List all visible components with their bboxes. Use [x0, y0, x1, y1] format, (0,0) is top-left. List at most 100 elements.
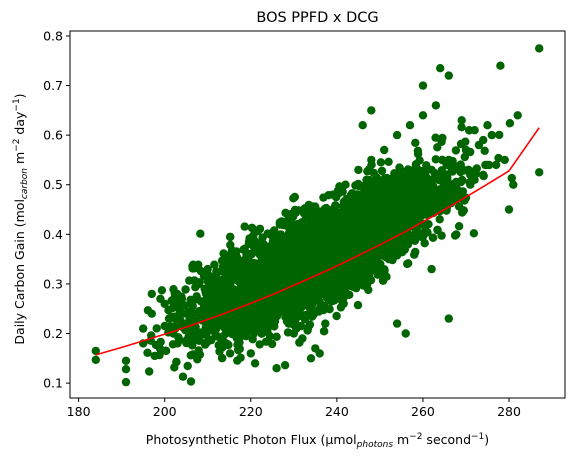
scatter-point [384, 157, 393, 166]
scatter-point [420, 239, 429, 248]
scatter-point [272, 254, 281, 264]
scatter-point [238, 274, 247, 284]
scatter-point [255, 250, 264, 259]
scatter-point [242, 250, 251, 259]
scatter-point [353, 300, 363, 310]
scatter-point [423, 180, 432, 189]
scatter-point [307, 300, 317, 309]
scatter-point [229, 294, 238, 303]
scatter-point [433, 143, 442, 152]
scatter-point [353, 230, 363, 239]
scatter-point [376, 158, 386, 167]
scatter-point [368, 224, 378, 234]
scatter-point [152, 324, 161, 333]
scatter-point [436, 63, 445, 73]
scatter-point [321, 203, 331, 213]
scatter-point [358, 205, 367, 214]
scatter-point [340, 281, 350, 291]
scatter-point [438, 133, 447, 143]
scatter-point [320, 272, 329, 281]
scatter-point [227, 249, 236, 258]
scatter-point [236, 353, 245, 362]
scatter-point [302, 205, 311, 214]
scatter-point [411, 138, 420, 147]
scatter-point [410, 175, 419, 184]
scatter-point [444, 155, 453, 165]
scatter-point [341, 180, 350, 189]
plot-area [91, 44, 544, 387]
scatter-point [246, 279, 255, 289]
scatter-point [250, 359, 260, 368]
x-tick-label: 280 [497, 404, 521, 419]
scatter-point [157, 286, 167, 295]
scatter-point [220, 295, 229, 304]
scatter-point [480, 146, 489, 155]
scatter-point [460, 152, 469, 162]
scatter-point [433, 225, 442, 235]
scatter-point [379, 205, 388, 214]
scatter-point [255, 299, 264, 308]
axes: 180 200 220 240 260 2800.10.20.30.40.50.60.70… [43, 28, 521, 419]
scatter-point [461, 137, 470, 146]
scatter-point [281, 239, 290, 248]
scatter-point [283, 273, 292, 282]
scatter-point [322, 293, 332, 302]
scatter-point [505, 119, 515, 128]
scatter-point [396, 169, 405, 178]
scatter-point [358, 121, 367, 130]
y-axis-label: Daily Carbon Gain (molcarbon m−2 day−1) [12, 93, 30, 344]
scatter-point [319, 235, 329, 244]
scatter-point [332, 311, 341, 321]
scatter-point [247, 223, 257, 233]
scatter-point [376, 259, 385, 269]
plot-frame [69, 30, 566, 399]
scatter-point [251, 309, 261, 319]
scatter-point [285, 289, 294, 299]
scatter-point [359, 181, 368, 191]
scatter-point [470, 126, 479, 135]
scatter-point [226, 232, 235, 242]
scatter-point [188, 350, 198, 359]
scatter-point [390, 202, 399, 211]
chart-title: BOS PPFD x DCG [256, 10, 378, 26]
scatter-point [448, 167, 457, 176]
scatter-point [199, 304, 208, 313]
scatter-point [315, 349, 324, 358]
scatter-point [397, 210, 406, 219]
scatter-point [203, 294, 212, 303]
scatter-point [363, 253, 372, 263]
y-tick-label: 0.1 [43, 376, 63, 391]
scatter-point [348, 189, 357, 198]
scatter-point [457, 116, 466, 125]
scatter-point [367, 106, 376, 115]
scatter-point [272, 332, 281, 341]
scatter-point [375, 230, 385, 239]
scatter-point [328, 190, 337, 199]
scatter-point [380, 145, 389, 155]
scatter-point [341, 195, 351, 204]
scatter-point [207, 319, 217, 328]
scatter-point [313, 290, 322, 299]
scatter-point [272, 230, 281, 239]
scatter-point [217, 353, 227, 363]
x-tick-label: 180 [67, 404, 91, 419]
scatter-point [259, 240, 268, 249]
scatter-point [363, 265, 373, 274]
scatter-point [201, 287, 210, 297]
scatter-point [495, 130, 504, 140]
x-tick-label: 200 [153, 404, 177, 419]
scatter-point [444, 71, 453, 80]
scatter-point [427, 205, 436, 214]
scatter-point [418, 219, 427, 229]
scatter-point [226, 240, 235, 250]
scatter-point [238, 309, 247, 318]
scatter-point [458, 208, 467, 217]
scatter-point [509, 180, 518, 189]
scatter-point [362, 230, 372, 239]
scatter-point [378, 276, 388, 285]
scatter-point [483, 160, 492, 170]
scatter-point [164, 314, 174, 323]
scatter-point [248, 335, 257, 344]
scatter-point [255, 340, 264, 349]
